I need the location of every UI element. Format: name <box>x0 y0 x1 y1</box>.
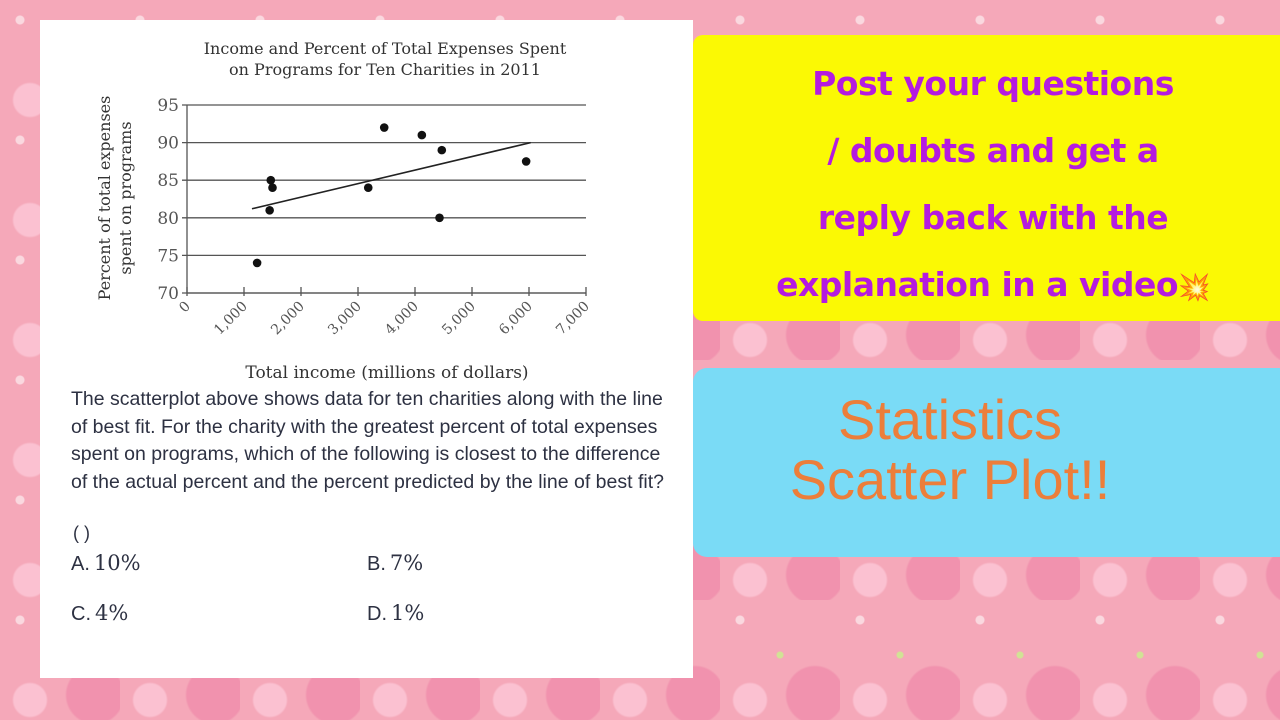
y-axis-label: Percent of total expenses <box>95 96 114 301</box>
scatter-chart: Income and Percent of Total Expenses Spe… <box>95 39 593 383</box>
option-b[interactable]: B. 7% <box>367 551 423 576</box>
option-value: 1% <box>391 601 425 625</box>
option-c[interactable]: C. 4% <box>71 601 128 626</box>
y-tick-label: 75 <box>157 246 179 266</box>
x-tick-label: 3,000 <box>325 299 365 339</box>
x-tick-label: 7,000 <box>553 299 593 339</box>
answer-blank: ( ) <box>73 523 90 543</box>
x-tick-label: 2,000 <box>268 299 308 339</box>
option-d[interactable]: D. 1% <box>367 601 424 626</box>
y-tick-label: 70 <box>157 284 179 304</box>
option-letter: D. <box>367 603 387 625</box>
option-letter: C. <box>71 603 91 625</box>
collision-icon: 💥 <box>1178 273 1210 303</box>
data-point <box>266 175 276 185</box>
data-point <box>521 157 531 166</box>
option-letter: A. <box>71 553 90 575</box>
chart-title: on Programs for Ten Charities in 2011 <box>229 60 541 79</box>
y-tick-label: 85 <box>157 171 179 191</box>
y-axis-label: spent on programs <box>116 121 135 274</box>
topic-line: Scatter Plot!! <box>789 448 1111 511</box>
data-point <box>417 130 427 140</box>
x-tick-label: 5,000 <box>439 299 479 339</box>
data-point <box>437 145 447 155</box>
promo-line: / doubts and get a <box>827 131 1159 170</box>
data-point <box>379 123 389 132</box>
option-value: 4% <box>95 601 129 625</box>
option-a[interactable]: A. 10% <box>71 551 141 576</box>
promo-line: explanation in a video <box>776 265 1179 304</box>
promo-line: Post your questions <box>812 64 1174 103</box>
x-axis-label: Total income (millions of dollars) <box>245 363 528 383</box>
data-point <box>435 213 444 223</box>
promo-text: Post your questions / doubts and get a r… <box>693 50 1280 322</box>
promo-line-last: explanation in a video💥 <box>693 251 1280 322</box>
topic-line: Statistics <box>837 388 1063 451</box>
x-tick-label: 0 <box>176 299 194 317</box>
x-tick-label: 6,000 <box>496 299 536 339</box>
x-tick-label: 4,000 <box>382 299 422 339</box>
topic-box <box>693 368 1280 557</box>
question-text: The scatterplot above shows data for ten… <box>71 388 664 493</box>
promo-line: reply back with the <box>817 198 1169 237</box>
data-point <box>252 258 262 268</box>
chart-title: Income and Percent of Total Expenses Spe… <box>204 39 567 58</box>
y-tick-label: 95 <box>157 96 179 116</box>
y-tick-label: 80 <box>157 209 179 229</box>
option-value: 10% <box>93 551 141 575</box>
option-letter: B. <box>367 553 386 575</box>
topic-title: Statistics Scatter Plot!! <box>680 390 1220 510</box>
promo-box <box>693 35 1280 321</box>
data-point <box>268 183 277 193</box>
option-value: 7% <box>389 551 424 575</box>
x-tick-label: 1,000 <box>211 299 251 339</box>
question-card: Income and Percent of Total Expenses Spe… <box>40 20 693 678</box>
data-point <box>363 183 373 193</box>
y-tick-label: 90 <box>157 134 179 154</box>
data-point <box>265 205 274 215</box>
best-fit-line <box>251 141 531 210</box>
